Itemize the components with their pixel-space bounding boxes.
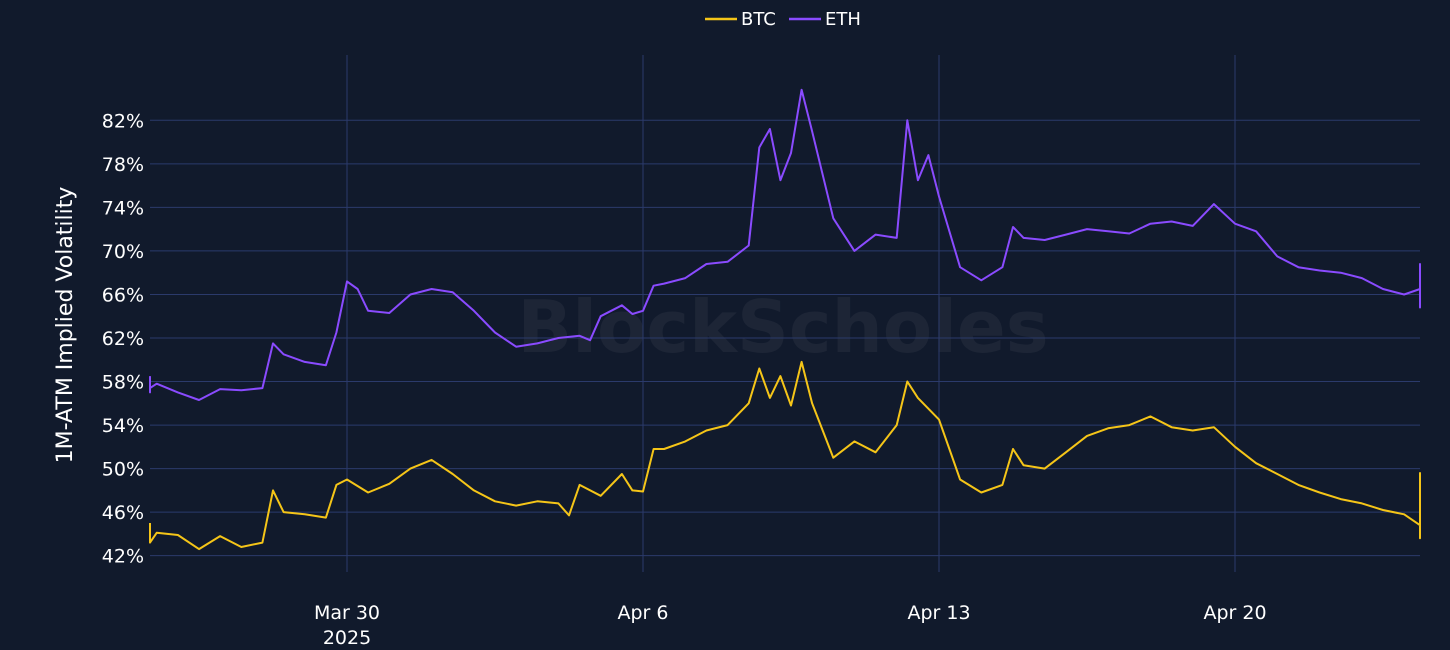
grid-lines	[150, 55, 1420, 572]
y-tick-label: 46%	[102, 502, 144, 524]
y-tick-label: 58%	[102, 372, 144, 394]
legend-label-btc[interactable]: BTC	[741, 9, 776, 30]
series-line-btc	[149, 360, 1421, 551]
y-tick-label: 62%	[102, 328, 144, 350]
y-tick-label: 66%	[102, 284, 144, 306]
x-axis-ticks: Mar 30 2025 Apr 6 Apr 13 Apr 20	[314, 602, 1267, 649]
x-tick-label: Apr 6	[618, 602, 669, 624]
series-line-eth	[149, 88, 1421, 401]
x-tick-label: Apr 13	[907, 602, 970, 624]
y-tick-label: 54%	[102, 415, 144, 437]
x-tick-label: Apr 20	[1203, 602, 1266, 624]
legend: BTC ETH	[705, 9, 861, 30]
y-tick-label: 78%	[102, 154, 144, 176]
y-axis-ticks: 42% 46% 50% 54% 58% 62% 66% 70% 74% 78% 82%	[102, 110, 144, 567]
x-tick-sublabel: 2025	[323, 627, 371, 649]
y-tick-label: 70%	[102, 241, 144, 263]
y-axis-label: 1M-ATM Implied Volatility	[53, 187, 78, 464]
series-lines	[149, 88, 1421, 551]
y-tick-label: 50%	[102, 459, 144, 481]
legend-label-eth[interactable]: ETH	[825, 9, 861, 30]
y-tick-label: 82%	[102, 110, 144, 132]
watermark-text: BlockScholes	[517, 285, 1048, 369]
y-tick-label: 42%	[102, 546, 144, 568]
x-tick-label: Mar 30	[314, 602, 380, 624]
y-tick-label: 74%	[102, 197, 144, 219]
